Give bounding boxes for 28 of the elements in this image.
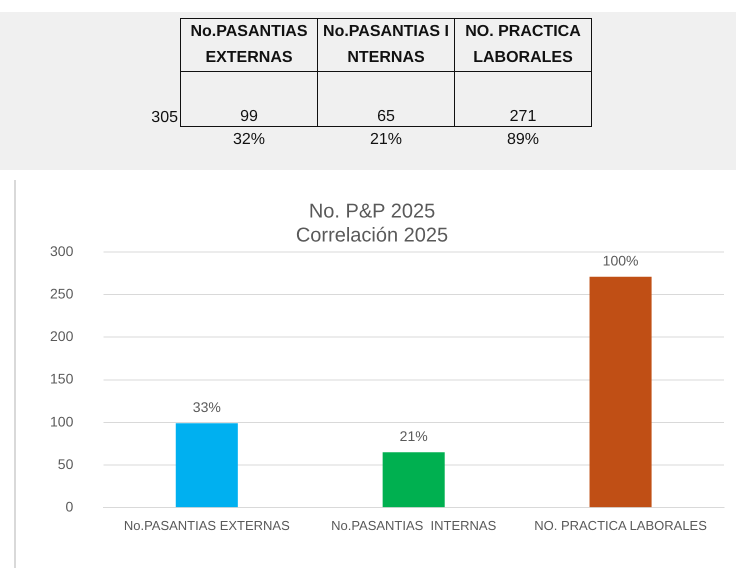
y-tick-label: 50: [58, 456, 74, 472]
bar: [590, 276, 652, 508]
y-tick-label: 200: [50, 328, 74, 344]
y-tick-label: 300: [50, 242, 74, 259]
text: No.PASANTIAS EXTERNAS: [180, 18, 318, 72]
y-tick-label: 100: [50, 413, 74, 430]
chart-title: No. P&P 2025: [308, 200, 436, 223]
text: 65: [318, 72, 454, 126]
x-tick-label: No.PASANTIAS EXTERNAS: [124, 518, 290, 533]
y-tick-label: 250: [50, 285, 74, 302]
text: NO. PRACTICA LABORALES: [454, 18, 592, 72]
annotation: 100%: [602, 252, 638, 269]
y-tick-label: 0: [66, 498, 74, 514]
text: 305: [150, 108, 179, 126]
x-tick-label: No.PASANTIAS INTERNAS: [331, 518, 497, 533]
annotation: 33%: [192, 399, 221, 416]
text: 21%: [368, 130, 404, 150]
x-tick-label: NO. PRACTICA LABORALES: [534, 518, 708, 533]
text: No.PASANTIAS INTERNAS: [318, 18, 454, 72]
text: 32%: [232, 130, 266, 150]
y-tick-label: 150: [50, 370, 74, 387]
text: 271: [454, 72, 592, 126]
text: 99: [180, 72, 318, 126]
bar: [382, 452, 445, 508]
text: 89%: [506, 130, 540, 150]
bar: [176, 423, 238, 508]
annotation: 21%: [400, 428, 428, 444]
chart-subtitle: Correlación 2025: [296, 224, 448, 247]
